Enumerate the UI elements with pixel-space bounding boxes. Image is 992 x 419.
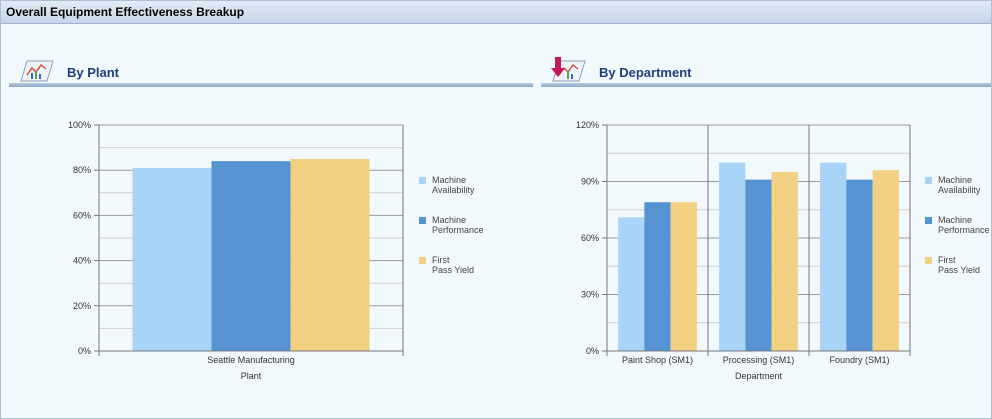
legend-swatch: [419, 177, 426, 184]
y-tick-label: 0%: [586, 346, 599, 356]
y-tick-label: 90%: [581, 177, 599, 187]
section-divider: [9, 83, 533, 87]
section-title-plant: By Plant: [67, 65, 120, 80]
chart-icon: [20, 60, 54, 82]
legend-label: Availability: [432, 185, 475, 195]
section-title-department: By Department: [599, 65, 692, 80]
bar: [211, 161, 291, 351]
legend-label: Machine: [432, 175, 466, 185]
y-tick-label: 0%: [78, 346, 91, 356]
bar: [745, 179, 772, 351]
section-header-department: By Department: [541, 53, 991, 87]
y-tick-label: 30%: [581, 290, 599, 300]
legend-swatch: [925, 177, 932, 184]
x-tick-label: Seattle Manufacturing: [207, 355, 295, 365]
bar: [290, 158, 370, 351]
y-tick-label: 20%: [73, 301, 91, 311]
y-tick-label: 60%: [581, 233, 599, 243]
x-tick-label: Processing (SM1): [723, 355, 795, 365]
panel-title: Overall Equipment Effectiveness Breakup: [6, 5, 245, 19]
bar: [670, 202, 697, 351]
bar: [618, 217, 645, 351]
legend-label: Machine: [432, 215, 466, 225]
legend-label: Pass Yield: [938, 265, 980, 275]
bar: [846, 179, 873, 351]
section-header-plant: By Plant: [9, 53, 533, 87]
x-tick-label: Foundry (SM1): [829, 355, 889, 365]
legend-swatch: [925, 217, 932, 224]
legend-swatch: [419, 257, 426, 264]
x-axis-title: Department: [735, 371, 783, 381]
legend-label: Performance: [432, 225, 484, 235]
y-tick-label: 100%: [68, 120, 91, 130]
legend-label: Machine: [938, 175, 972, 185]
legend-label: Machine: [938, 215, 972, 225]
legend-label: First: [432, 255, 450, 265]
bar: [644, 202, 671, 351]
chart-drilldown-icon[interactable]: [547, 57, 587, 83]
bar: [872, 170, 899, 351]
legend-swatch: [419, 217, 426, 224]
y-tick-label: 60%: [73, 210, 91, 220]
legend-label: Performance: [938, 225, 990, 235]
x-axis-title: Plant: [241, 371, 262, 381]
panel-titlebar: Overall Equipment Effectiveness Breakup: [1, 1, 991, 24]
y-tick-label: 40%: [73, 256, 91, 266]
bar: [771, 172, 798, 351]
y-tick-label: 80%: [73, 165, 91, 175]
department-chart: 0% 30% 60% 90% 120% Paint Shop (SM1) Processin…: [576, 120, 990, 381]
section-divider: [541, 83, 991, 87]
legend-swatch: [925, 257, 932, 264]
plant-chart: 0% 20% 40% 60% 80% 100% Seattle Manufacturing P…: [68, 120, 484, 381]
bar: [820, 162, 847, 351]
legend-label: Availability: [938, 185, 981, 195]
bar: [719, 162, 746, 351]
bar: [132, 167, 212, 351]
legend-label: First: [938, 255, 956, 265]
legend-label: Pass Yield: [432, 265, 474, 275]
x-tick-label: Paint Shop (SM1): [622, 355, 693, 365]
y-tick-label: 120%: [576, 120, 599, 130]
